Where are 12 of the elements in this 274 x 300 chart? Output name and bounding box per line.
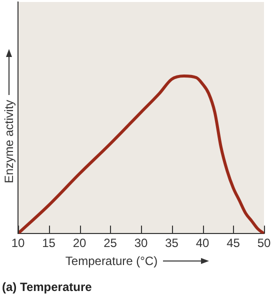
x-tick-label: 50 bbox=[257, 236, 271, 250]
x-tick-label: 10 bbox=[11, 236, 25, 250]
y-axis-title: Enzyme activity bbox=[2, 100, 16, 184]
x-tick-label: 45 bbox=[226, 236, 240, 250]
x-tick-label: 35 bbox=[165, 236, 179, 250]
x-tick-label: 25 bbox=[104, 236, 118, 250]
x-tick-label: 15 bbox=[42, 236, 56, 250]
x-tick-label: 30 bbox=[134, 236, 148, 250]
text: (a) Temperature bbox=[2, 280, 92, 294]
x-axis-title: Temperature (°C) bbox=[65, 254, 158, 268]
x-tick-label: 20 bbox=[72, 236, 86, 250]
x-tick-label: 40 bbox=[196, 236, 210, 250]
